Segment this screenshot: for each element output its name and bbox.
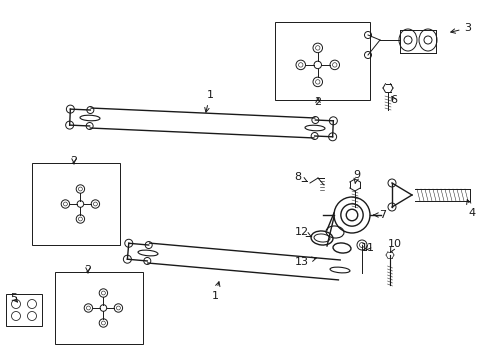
Circle shape (76, 185, 85, 193)
Text: 1: 1 (205, 90, 214, 112)
Text: 10: 10 (388, 239, 402, 252)
Circle shape (114, 304, 122, 312)
Text: 8: 8 (294, 172, 307, 182)
Text: 3: 3 (451, 23, 471, 33)
Circle shape (99, 319, 108, 327)
Text: 1: 1 (212, 282, 220, 301)
Text: 9: 9 (353, 170, 361, 183)
Text: 2: 2 (84, 265, 92, 275)
Text: 13: 13 (295, 257, 316, 267)
Bar (6, 294, 42, 326)
Text: 2: 2 (315, 97, 321, 107)
Circle shape (99, 289, 108, 297)
Circle shape (91, 200, 99, 208)
Circle shape (296, 60, 305, 70)
Text: 12: 12 (295, 227, 312, 237)
Bar (32, 163, 120, 245)
Text: 7: 7 (373, 210, 387, 220)
Bar (275, 22, 370, 100)
Circle shape (330, 60, 340, 70)
Circle shape (313, 43, 322, 53)
Text: 2: 2 (71, 156, 77, 166)
Text: 6: 6 (391, 95, 397, 105)
Bar (55, 272, 143, 344)
Circle shape (313, 77, 322, 87)
Text: 4: 4 (466, 200, 476, 218)
Circle shape (61, 200, 70, 208)
Circle shape (76, 215, 85, 223)
Text: 5: 5 (10, 293, 18, 303)
Circle shape (84, 304, 93, 312)
Text: 11: 11 (361, 243, 375, 253)
